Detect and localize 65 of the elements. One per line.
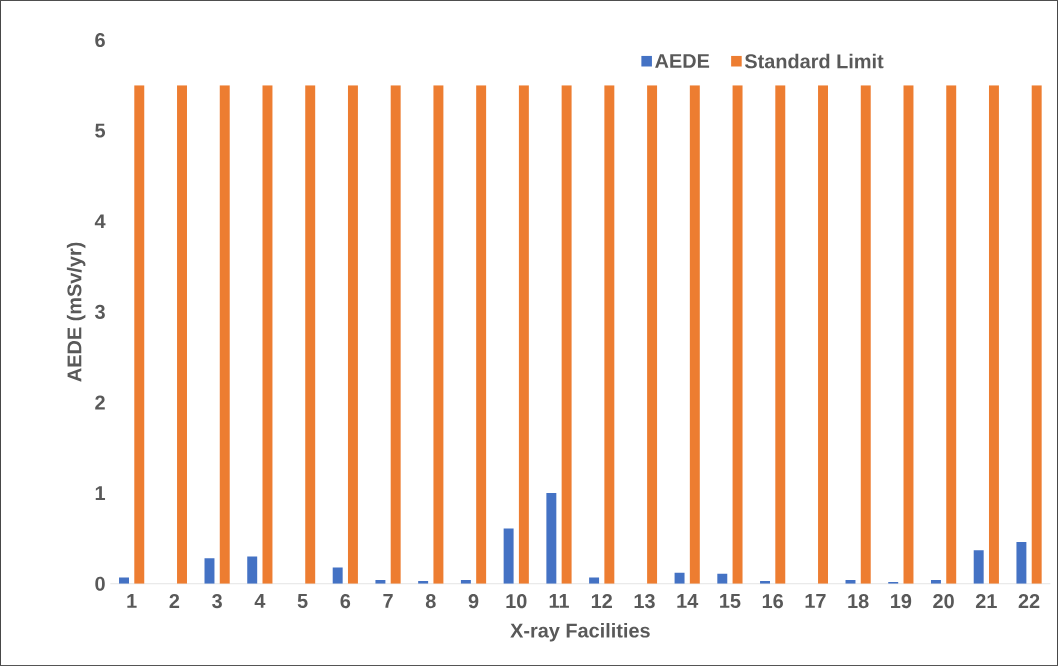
- x-tick-label: 8: [425, 594, 436, 609]
- y-tick-label: 4: [94, 214, 106, 229]
- x-tick-label: 4: [254, 594, 266, 608]
- y-tick-label: 1: [95, 486, 106, 500]
- bar: [503, 528, 514, 584]
- bar: [973, 550, 984, 584]
- y-axis-title: AEDE (mSv/yr): [66, 242, 86, 382]
- bar: [589, 577, 600, 584]
- y-tick-label: 3: [94, 304, 105, 319]
- x-tick-label: 5: [297, 594, 308, 608]
- x-tick-label: 12: [591, 594, 612, 608]
- bar: [1016, 542, 1027, 584]
- x-tick-label: 15: [720, 594, 741, 608]
- x-tick-label: 2: [169, 594, 180, 608]
- bar: [1031, 85, 1042, 584]
- bar: [604, 85, 615, 584]
- bar: [262, 85, 273, 584]
- bar: [988, 85, 999, 584]
- x-tick-label: 16: [762, 594, 783, 609]
- bar: [561, 85, 572, 584]
- bar: [119, 577, 129, 584]
- legend-label: AEDE: [655, 54, 710, 68]
- bar: [946, 85, 957, 584]
- bar: [689, 85, 700, 584]
- x-tick-label: 13: [634, 594, 655, 609]
- y-tick-label: 5: [95, 123, 106, 138]
- bar: [546, 493, 557, 584]
- x-tick-label: 20: [933, 594, 954, 609]
- x-tick-label: 11: [549, 594, 569, 608]
- x-tick-label: 17: [805, 594, 826, 608]
- bar: [717, 573, 728, 584]
- x-tick-label: 19: [891, 594, 912, 609]
- bar: [219, 85, 230, 584]
- bar: [732, 85, 743, 584]
- x-axis-title: X-ray Facilities: [510, 622, 650, 642]
- bar: [134, 85, 145, 584]
- y-tick-label: 6: [95, 32, 105, 48]
- bar: [476, 85, 487, 584]
- y-tick-label: 0: [95, 576, 105, 591]
- bar: [674, 572, 685, 584]
- bar: [332, 567, 343, 584]
- bar: [347, 85, 358, 584]
- bar: [177, 85, 187, 584]
- y-tick-label: 2: [95, 395, 105, 410]
- bar: [433, 85, 444, 584]
- bar: [775, 85, 786, 584]
- x-tick-label: 14: [677, 594, 699, 608]
- bar: [860, 85, 871, 584]
- x-tick-label: 18: [848, 594, 869, 609]
- bar: [390, 85, 401, 584]
- bar: [518, 85, 529, 584]
- bar: [247, 556, 258, 584]
- bar: [903, 85, 914, 584]
- x-tick-label: 10: [506, 594, 527, 609]
- bar: [647, 85, 658, 584]
- x-tick-label: 7: [383, 594, 393, 608]
- x-tick-label: 3: [212, 594, 222, 609]
- x-tick-label: 22: [1018, 594, 1040, 608]
- legend-label: Standard Limit: [744, 53, 884, 69]
- x-tick-label: 6: [340, 594, 351, 609]
- x-tick-label: 21: [975, 594, 997, 608]
- bar: [818, 85, 828, 584]
- x-tick-label: 1: [127, 594, 137, 608]
- bar: [305, 85, 316, 584]
- x-tick-label: 9: [468, 594, 479, 609]
